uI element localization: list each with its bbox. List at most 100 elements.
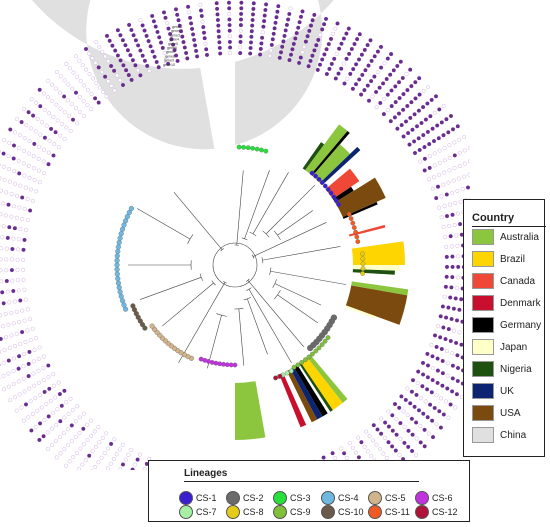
gene-dot (81, 426, 86, 431)
gene-dot (6, 166, 11, 171)
gene-dot (359, 440, 364, 445)
gene-dot (181, 40, 186, 45)
gene-dot (404, 119, 409, 124)
tip-dot-cs-4 (119, 298, 126, 304)
gene-dot (51, 372, 56, 377)
gene-dot (32, 177, 37, 182)
gene-dot (270, 37, 275, 42)
gene-dot (215, 6, 220, 11)
gene-dot (342, 451, 347, 456)
gene-dot (36, 357, 41, 362)
tip-dot-cs-1 (336, 202, 342, 207)
gene-dot (428, 114, 433, 119)
gene-dot (22, 318, 27, 323)
gene-dot (62, 447, 67, 452)
gene-dot (2, 347, 7, 352)
gene-dot (21, 364, 26, 369)
gene-dot (384, 76, 389, 81)
gene-dot (403, 397, 408, 402)
gene-dot (239, 0, 244, 5)
tip-dot-cs-10 (130, 303, 136, 309)
gene-dot (414, 420, 419, 425)
gene-dot (140, 53, 145, 58)
gene-dot (111, 457, 116, 462)
gene-dot (20, 308, 25, 313)
gene-dot (356, 435, 361, 440)
gene-dot (27, 138, 32, 143)
gene-dot (307, 28, 312, 33)
gene-dot (426, 363, 431, 368)
gene-dot (413, 80, 418, 85)
gene-dot (46, 414, 51, 419)
gene-dot (22, 106, 27, 111)
tip-dot-cs-1 (325, 187, 331, 192)
gene-dot (375, 427, 380, 432)
gene-dot (17, 205, 22, 210)
gene-dot (429, 342, 434, 347)
gene-dot (31, 371, 36, 376)
gene-dot (422, 156, 427, 161)
sector-usa-14 (345, 285, 408, 325)
gene-dot (100, 435, 105, 440)
gene-dot (0, 212, 3, 217)
gene-dot (389, 88, 394, 93)
gene-dot (175, 58, 180, 63)
gene-dot (442, 294, 447, 299)
sector-australia-13 (351, 281, 409, 296)
gene-dot (339, 446, 344, 451)
gene-dot (418, 424, 423, 429)
tip-dot-cs-4 (115, 244, 121, 250)
gene-dot (38, 393, 43, 398)
gene-dot (425, 387, 430, 392)
gene-dot (71, 70, 76, 75)
gene-dot (436, 323, 441, 328)
branch-arc (243, 297, 251, 301)
gene-dot (14, 193, 19, 198)
tip-dot-cs-3 (236, 144, 242, 150)
gene-dot (164, 56, 169, 61)
gene-dot (276, 4, 281, 9)
branch (244, 169, 270, 239)
gene-dot (432, 175, 437, 180)
gene-dot (439, 396, 444, 401)
gene-dot (48, 398, 53, 403)
gene-dot (456, 254, 461, 259)
gene-dot (136, 43, 141, 48)
lineage-dot-cs-11 (368, 505, 382, 519)
lineage-item-cs-8: CS-8 (226, 505, 264, 519)
tip-dot-cs-4 (114, 262, 120, 268)
gene-dot (385, 92, 390, 97)
gene-dot (5, 289, 10, 294)
gene-dot (448, 234, 453, 239)
gene-dot (324, 16, 329, 21)
sector-canada-5 (325, 168, 360, 200)
gene-dot (455, 243, 460, 248)
tip-dot-cs-1 (309, 170, 315, 176)
sector-brazil-10 (351, 241, 405, 265)
gene-dot (401, 107, 406, 112)
gene-dot (21, 257, 26, 262)
gene-dot (133, 63, 138, 68)
gene-dot (63, 463, 68, 468)
tip-dot-cs-9 (295, 362, 301, 368)
swatch-canada (472, 273, 494, 289)
gene-dot (69, 439, 74, 444)
gene-dot (379, 431, 384, 436)
gene-dot (105, 446, 110, 451)
gene-dot (17, 392, 22, 397)
gene-dot (51, 114, 56, 119)
branch-arc (211, 280, 216, 286)
gene-dot (11, 236, 16, 241)
gene-dot (427, 154, 432, 159)
gene-dot (18, 227, 23, 232)
gene-dot (455, 353, 460, 358)
ring-header-labels: gene1gene2gene3gene4gene5gene6gene7gene8… (163, 25, 182, 67)
gene-dot (350, 86, 355, 91)
lineage-dot-cs-7 (179, 505, 193, 519)
gene-dot (36, 368, 41, 373)
tip-dot-cs-8 (360, 271, 366, 276)
gene-dot (26, 151, 31, 156)
gene-dot (287, 11, 292, 16)
gene-dot (354, 62, 359, 67)
gene-dot (441, 103, 446, 108)
